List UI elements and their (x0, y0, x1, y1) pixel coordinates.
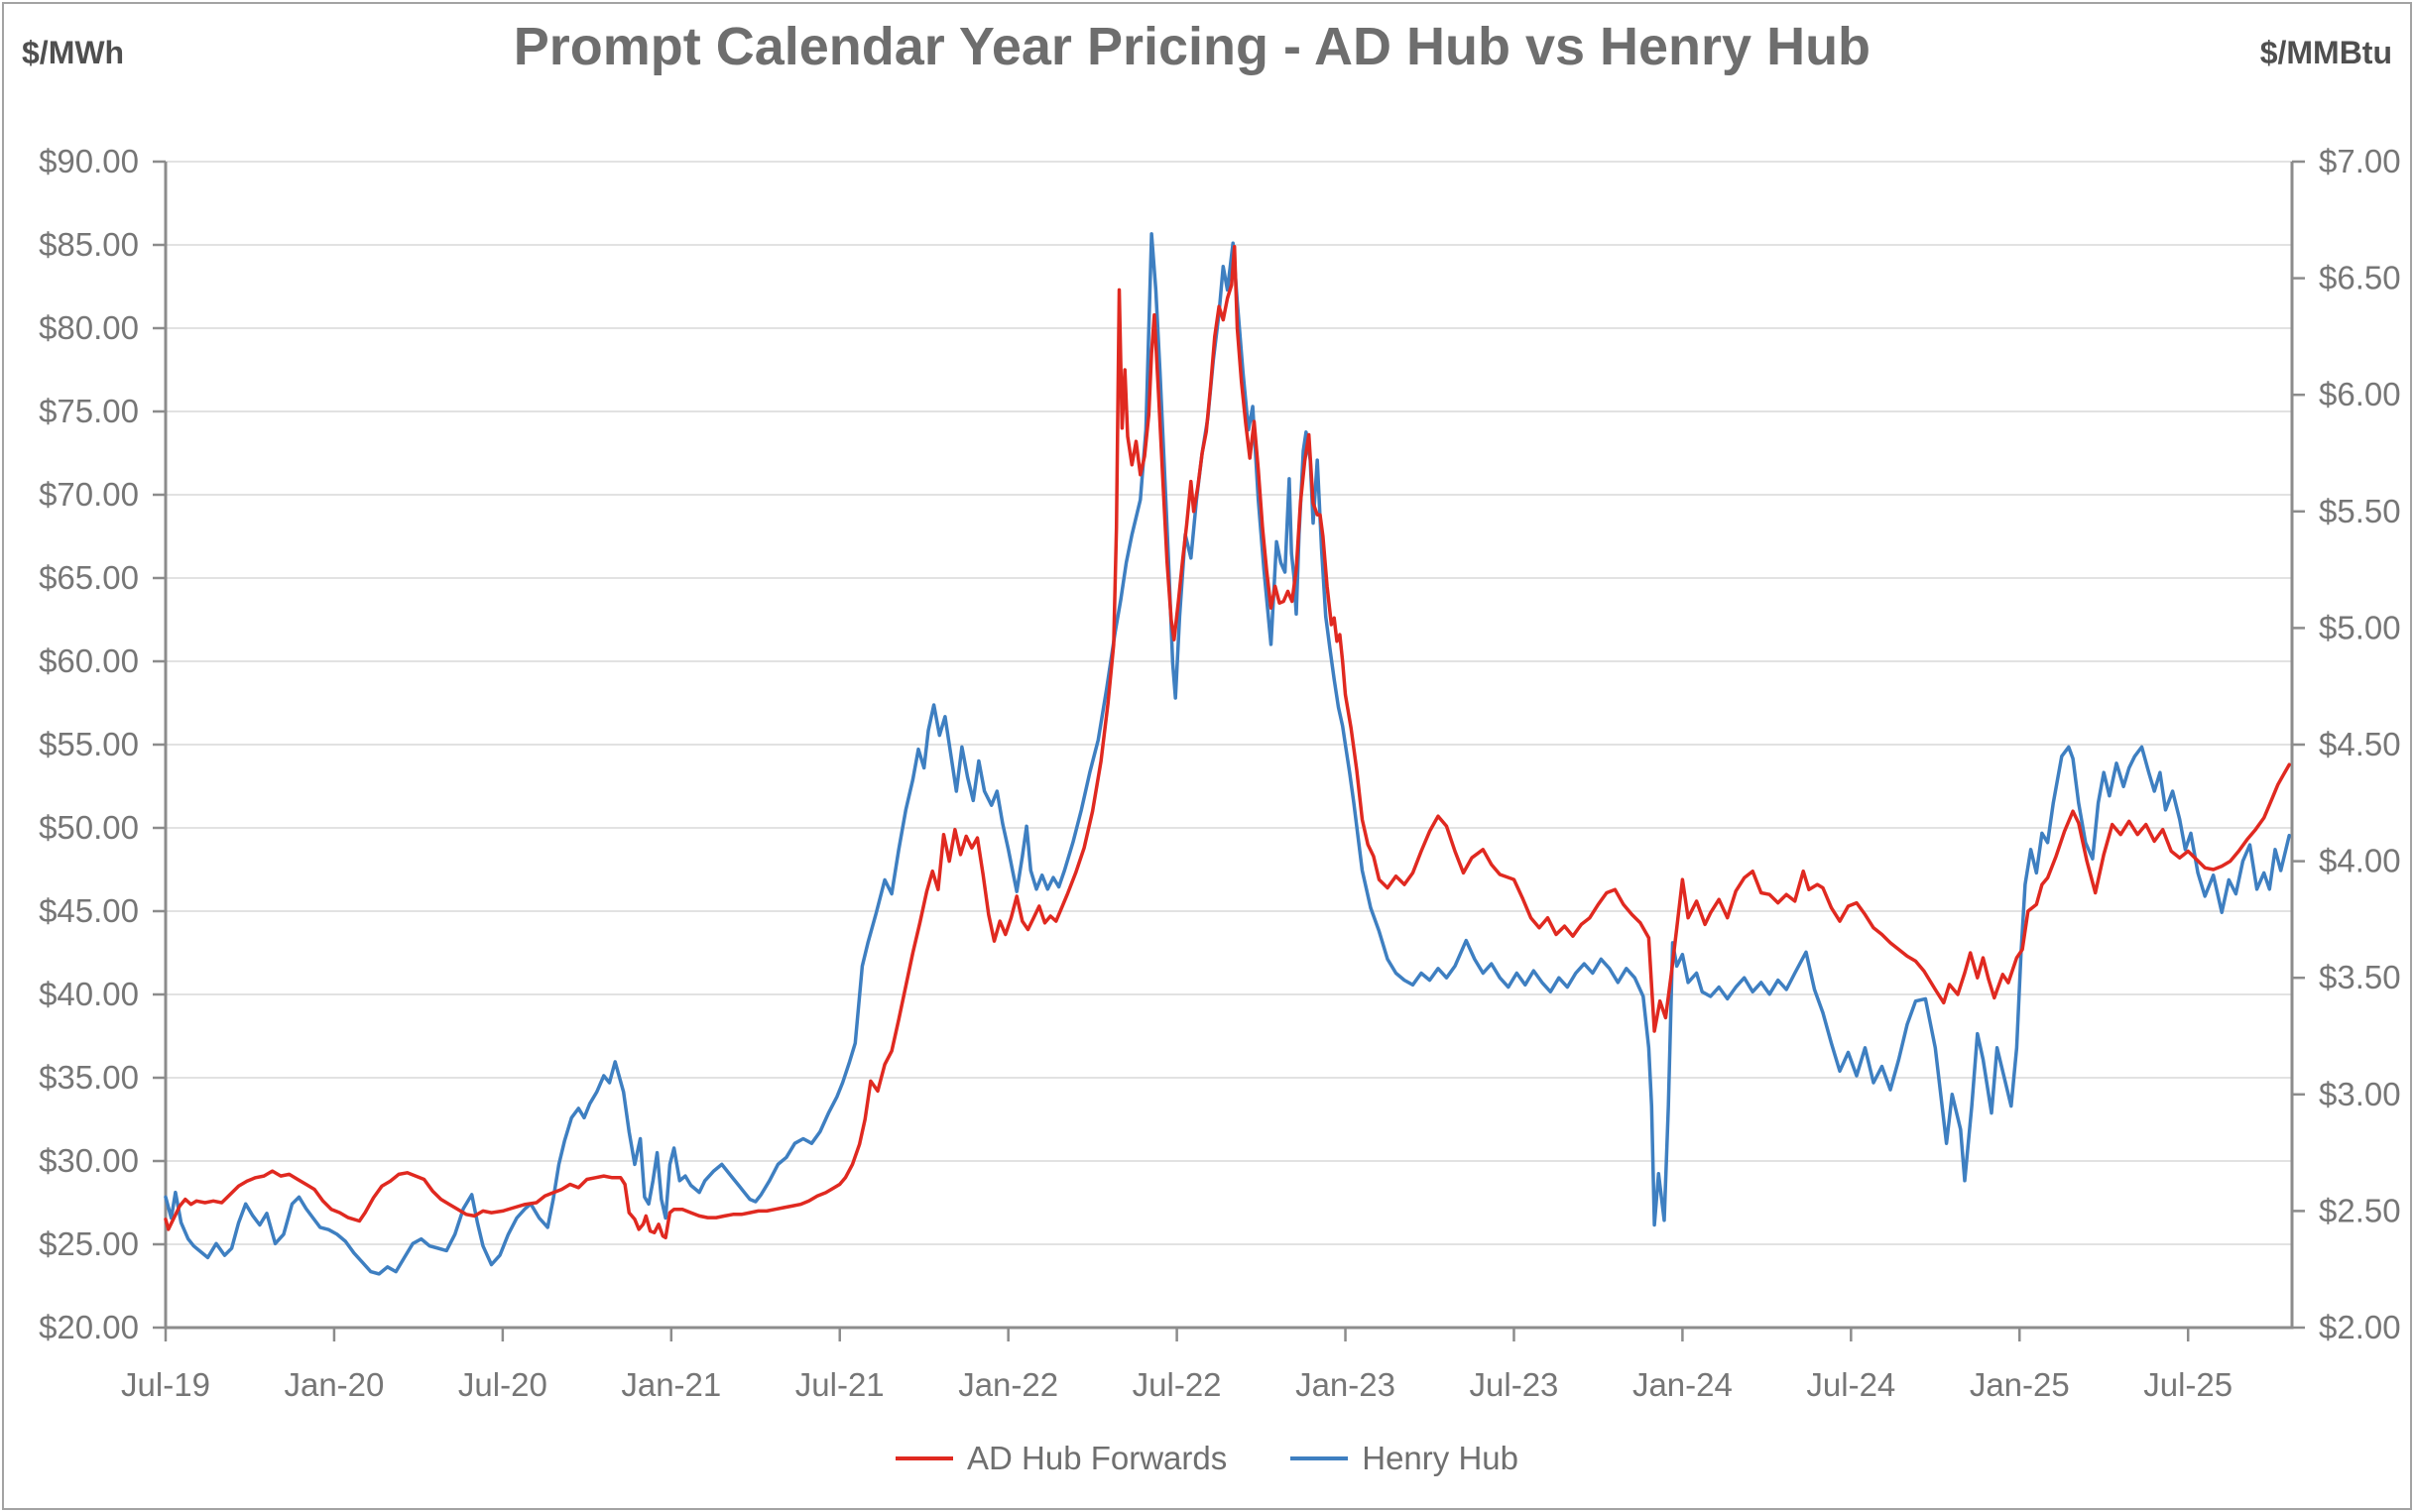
svg-text:Jan-25: Jan-25 (1970, 1366, 2070, 1403)
svg-text:$3.00: $3.00 (2319, 1076, 2401, 1112)
svg-text:$80.00: $80.00 (39, 309, 139, 346)
gridlines (166, 161, 2292, 1245)
legend-item-ad-hub-forwards: AD Hub Forwards (896, 1440, 1227, 1477)
chart-header: $/MWh Prompt Calendar Year Pricing - AD … (0, 16, 2414, 77)
svg-text:$25.00: $25.00 (39, 1225, 139, 1262)
svg-text:$4.00: $4.00 (2319, 843, 2401, 879)
svg-text:Jul-20: Jul-20 (458, 1366, 547, 1403)
svg-text:$65.00: $65.00 (39, 559, 139, 596)
ad-hub-line-swatch (896, 1456, 953, 1460)
legend-label-henry-hub: Henry Hub (1362, 1440, 1518, 1476)
svg-text:Jul-19: Jul-19 (121, 1366, 210, 1403)
svg-text:$2.00: $2.00 (2319, 1309, 2401, 1345)
svg-text:Jan-20: Jan-20 (284, 1366, 384, 1403)
svg-text:Jan-22: Jan-22 (958, 1366, 1058, 1403)
svg-text:$20.00: $20.00 (39, 1309, 139, 1345)
henry-hub-line-swatch (1290, 1456, 1349, 1460)
series-line-ad-hub-forwards (164, 244, 2291, 1240)
svg-text:$55.00: $55.00 (39, 726, 139, 762)
svg-text:Jul-25: Jul-25 (2143, 1366, 2233, 1403)
svg-text:$45.00: $45.00 (39, 892, 139, 929)
page-title: Prompt Calendar Year Pricing - AD Hub vs… (513, 17, 1871, 76)
svg-text:$85.00: $85.00 (39, 226, 139, 263)
right-axis-ticks: $2.00 $2.50 $3.00 $3.50 $4.00 $4.50 $5.00 $5.50… (2292, 143, 2401, 1345)
svg-text:$2.50: $2.50 (2319, 1192, 2401, 1228)
svg-text:$4.50: $4.50 (2319, 726, 2401, 762)
svg-text:$50.00: $50.00 (39, 809, 139, 846)
svg-text:Jul-22: Jul-22 (1133, 1366, 1222, 1403)
svg-text:$60.00: $60.00 (39, 642, 139, 679)
x-axis-ticks: Jul-19 Jan-20 Jul-20 Jan-21 Jul-21 Jan-22 Jul-… (121, 1328, 2233, 1403)
svg-text:Jul-24: Jul-24 (1806, 1366, 1895, 1403)
svg-text:$6.50: $6.50 (2319, 260, 2401, 296)
svg-text:$40.00: $40.00 (39, 976, 139, 1012)
chart-legend: AD Hub Forwards Henry Hub (0, 1440, 2414, 1477)
svg-text:Jan-24: Jan-24 (1632, 1366, 1733, 1403)
left-axis-unit-label: $/MWh (22, 35, 125, 70)
svg-text:$30.00: $30.00 (39, 1142, 139, 1179)
svg-text:$7.00: $7.00 (2319, 143, 2401, 179)
svg-text:$3.50: $3.50 (2319, 959, 2401, 995)
svg-text:Jan-23: Jan-23 (1295, 1366, 1395, 1403)
svg-text:$6.00: $6.00 (2319, 376, 2401, 412)
svg-text:$90.00: $90.00 (39, 143, 139, 179)
svg-text:$35.00: $35.00 (39, 1059, 139, 1096)
svg-text:$5.00: $5.00 (2319, 609, 2401, 645)
svg-text:$75.00: $75.00 (39, 393, 139, 429)
svg-text:Jul-23: Jul-23 (1470, 1366, 1559, 1403)
left-axis-ticks: $20.00 $25.00 $30.00 $35.00 $40.00 $45.00 $50.… (39, 143, 166, 1345)
legend-item-henry-hub: Henry Hub (1290, 1440, 1518, 1477)
series-line-henry-hub (164, 232, 2291, 1276)
legend-label-ad-hub-forwards: AD Hub Forwards (967, 1440, 1228, 1476)
svg-text:$70.00: $70.00 (39, 476, 139, 513)
svg-text:Jul-21: Jul-21 (795, 1366, 885, 1403)
svg-text:Jan-21: Jan-21 (621, 1366, 721, 1403)
right-axis-unit-label: $/MMBtu (2259, 35, 2392, 70)
svg-text:$5.50: $5.50 (2319, 493, 2401, 529)
